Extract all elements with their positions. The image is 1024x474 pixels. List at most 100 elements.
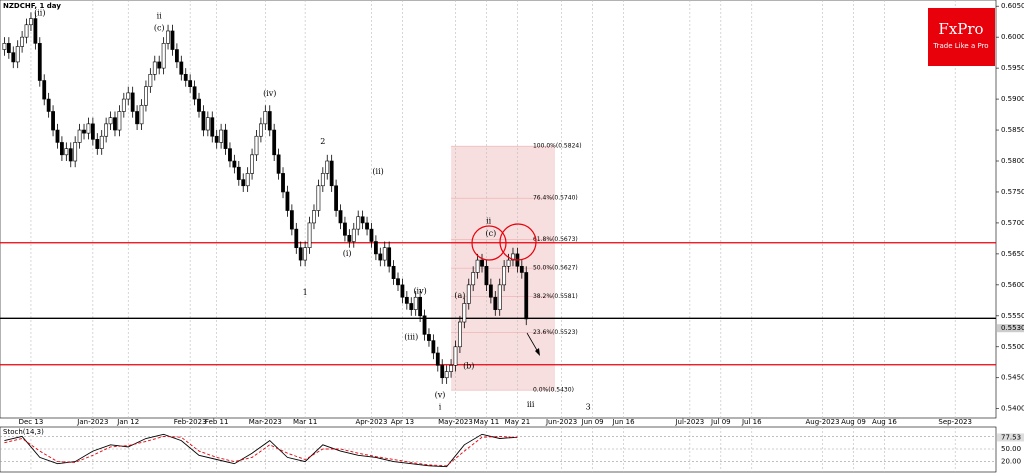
wave-label: (v) bbox=[435, 391, 446, 400]
x-tick-label: Apr 13 bbox=[391, 418, 414, 426]
stoch-title: Stoch(14,3) bbox=[3, 428, 44, 436]
fib-label: 38.2%(0.5581) bbox=[533, 293, 578, 300]
candle-body bbox=[250, 154, 254, 174]
y-tick-label: 0.6050 bbox=[1001, 2, 1024, 10]
candle-body bbox=[37, 43, 42, 81]
x-tick-label: Feb 11 bbox=[205, 418, 229, 426]
candle-body bbox=[104, 123, 109, 137]
candle-body bbox=[413, 296, 418, 310]
candle-body bbox=[458, 321, 462, 348]
candle-body bbox=[382, 247, 387, 261]
candle-body bbox=[396, 278, 400, 286]
wave-label: ii bbox=[157, 12, 163, 21]
logo-text: FxPro bbox=[938, 20, 983, 38]
candle-body bbox=[24, 24, 29, 38]
y-tick-label: 0.5400 bbox=[1001, 405, 1024, 413]
candle-body bbox=[519, 265, 524, 273]
fib-label: 23.6%(0.5523) bbox=[533, 329, 578, 336]
wave-label: 2 bbox=[320, 137, 325, 146]
y-tick-label: 0.5750 bbox=[1001, 188, 1024, 196]
candle-body bbox=[289, 210, 294, 230]
candle-body bbox=[409, 303, 414, 310]
current-price-label: 0.5530 bbox=[1001, 324, 1024, 332]
candle-body bbox=[214, 135, 219, 143]
candle-body bbox=[418, 296, 423, 317]
candle-body bbox=[294, 228, 299, 249]
candle-body bbox=[369, 228, 374, 242]
wave-label: 3 bbox=[586, 402, 591, 411]
candle-body bbox=[484, 265, 489, 286]
candle-body bbox=[272, 129, 277, 156]
candle-body bbox=[130, 92, 135, 112]
candle-body bbox=[135, 111, 139, 125]
candle-body bbox=[427, 334, 431, 341]
wave-label: i bbox=[439, 402, 442, 411]
y-tick-label: 0.5600 bbox=[1001, 281, 1024, 289]
x-tick-label: Jun 09 bbox=[581, 418, 604, 426]
candle-body bbox=[152, 61, 157, 75]
x-tick-label: May 11 bbox=[474, 418, 500, 426]
candle-body bbox=[33, 18, 38, 44]
highlight-circle bbox=[499, 223, 537, 261]
fib-label: 50.0%(0.5627) bbox=[533, 265, 578, 272]
wave-label: (b) bbox=[463, 362, 474, 371]
x-tick-label: Jun-2023 bbox=[545, 418, 577, 426]
candle-body bbox=[166, 30, 170, 44]
candle-body bbox=[334, 185, 338, 211]
candle-body bbox=[188, 80, 193, 87]
wave-label: (iv) bbox=[413, 287, 426, 296]
arrow bbox=[526, 332, 539, 353]
chart-title: NZDCHF, 1 day bbox=[3, 2, 61, 10]
candle-body bbox=[174, 49, 179, 63]
fib-label: 100.0%(0.5824) bbox=[533, 143, 582, 150]
x-tick-label: Mar 11 bbox=[293, 418, 317, 426]
candle-body bbox=[68, 148, 73, 162]
candle-body bbox=[378, 253, 383, 261]
stoch-line bbox=[4, 435, 518, 467]
candle-body bbox=[245, 173, 250, 187]
candle-body bbox=[524, 272, 529, 320]
candle-body bbox=[99, 135, 104, 149]
candle-body bbox=[444, 371, 449, 379]
current-price-box bbox=[997, 324, 1024, 333]
wave-label: (iv) bbox=[263, 89, 276, 98]
x-tick-label: Mar-2023 bbox=[249, 418, 282, 426]
x-tick-label: Jul-2023 bbox=[674, 418, 704, 426]
candle-body bbox=[20, 36, 25, 47]
candle-body bbox=[267, 111, 272, 131]
candle-body bbox=[480, 259, 484, 267]
wave-label: (i) bbox=[343, 249, 352, 258]
candle-body bbox=[205, 117, 210, 131]
candle-body bbox=[422, 315, 427, 335]
candle-body bbox=[126, 92, 131, 100]
x-tick-label: Sep-2023 bbox=[938, 418, 972, 426]
candle-body bbox=[493, 296, 498, 310]
candle-body bbox=[431, 340, 436, 354]
y-tick-label: 0.5700 bbox=[1001, 219, 1024, 227]
candle-body bbox=[236, 166, 241, 180]
candle-body bbox=[2, 43, 7, 50]
candle-body bbox=[86, 123, 91, 134]
wave-label: (a) bbox=[454, 291, 465, 300]
logo bbox=[928, 8, 995, 66]
candle-body bbox=[144, 86, 148, 106]
x-tick-label: Aug 09 bbox=[841, 418, 866, 426]
y-tick-label: 0.5500 bbox=[1001, 343, 1024, 351]
candle-body bbox=[108, 117, 113, 125]
wave-label: (iii) bbox=[404, 332, 418, 341]
candle-body bbox=[73, 142, 78, 162]
current-label: 77.53 bbox=[1001, 433, 1021, 441]
candle-body bbox=[325, 160, 330, 174]
candle-body bbox=[51, 111, 55, 131]
candle-body bbox=[170, 30, 175, 50]
candle-body bbox=[343, 222, 347, 236]
y-tick-label: 0.5650 bbox=[1001, 250, 1024, 258]
wave-label: iii bbox=[527, 400, 535, 409]
candle-body bbox=[95, 139, 100, 149]
wave-label: (c) bbox=[154, 23, 165, 32]
x-tick-label: Aug 16 bbox=[872, 418, 897, 426]
candle-body bbox=[223, 129, 228, 149]
candle-body bbox=[400, 284, 405, 298]
